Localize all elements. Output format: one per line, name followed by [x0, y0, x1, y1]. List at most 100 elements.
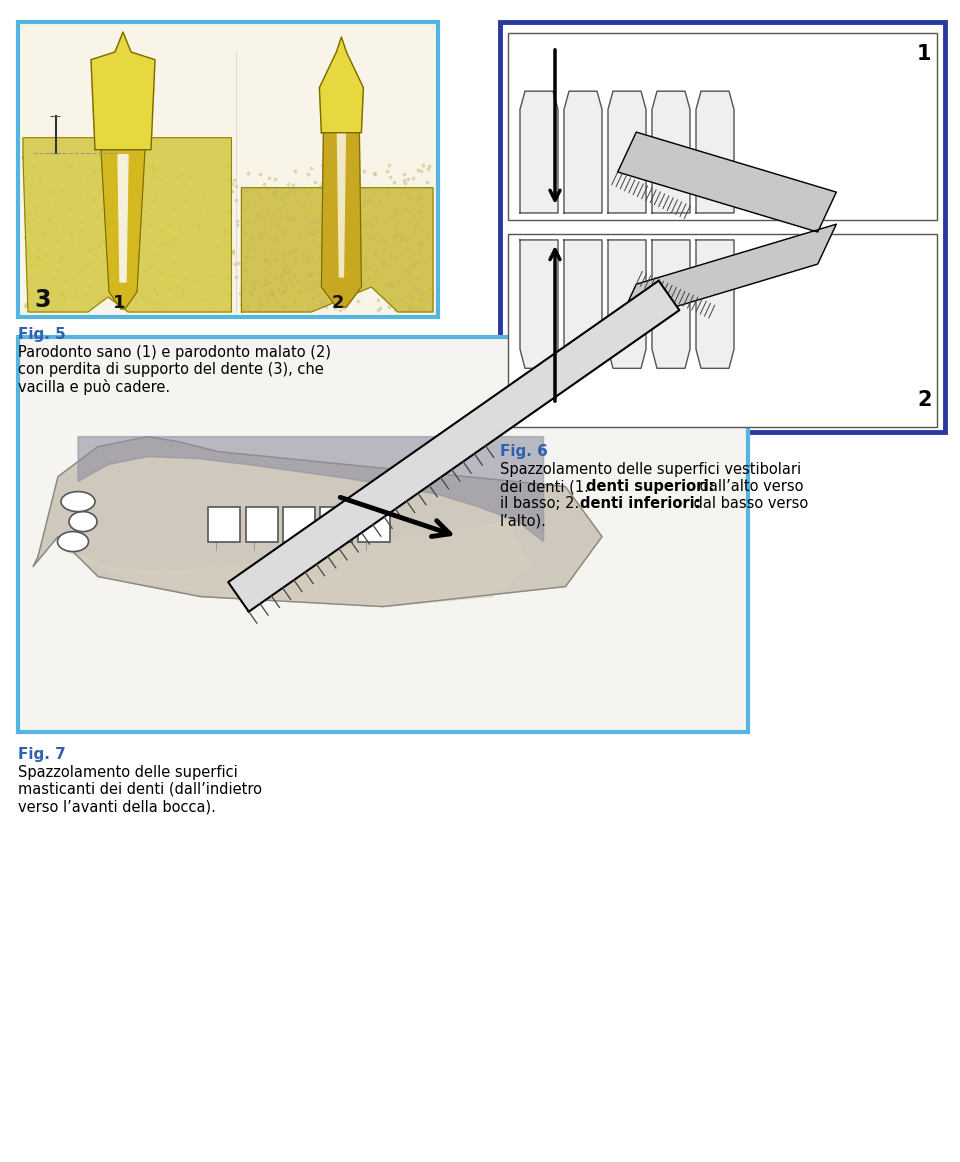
Point — [225, 174, 240, 193]
Point — [227, 254, 242, 273]
Point — [312, 249, 327, 267]
Point — [161, 279, 177, 297]
Point — [388, 225, 403, 244]
Polygon shape — [617, 224, 836, 324]
Point — [26, 158, 41, 177]
Point — [348, 245, 363, 264]
Point — [140, 259, 156, 278]
Text: Spazzolamento delle superfici vestibolari: Spazzolamento delle superfici vestibolar… — [500, 462, 802, 476]
Point — [274, 273, 289, 292]
Polygon shape — [228, 281, 680, 611]
Polygon shape — [241, 188, 433, 313]
Point — [186, 182, 202, 201]
Point — [411, 186, 426, 205]
Point — [224, 182, 239, 201]
Point — [151, 235, 166, 253]
Point — [41, 209, 57, 228]
Point — [424, 285, 440, 303]
Point — [73, 186, 88, 205]
Point — [361, 213, 376, 231]
Text: Fig. 6: Fig. 6 — [500, 444, 548, 459]
Polygon shape — [68, 522, 529, 607]
Point — [113, 177, 129, 195]
Point — [315, 249, 330, 267]
Point — [46, 221, 61, 239]
Point — [63, 225, 79, 244]
Point — [366, 244, 381, 263]
Point — [131, 160, 146, 179]
Point — [263, 279, 278, 297]
Point — [228, 191, 244, 209]
Point — [412, 202, 427, 221]
Point — [372, 232, 388, 251]
Point — [345, 246, 360, 265]
Point — [222, 170, 237, 188]
Point — [344, 280, 359, 299]
Point — [237, 253, 252, 272]
Point — [260, 274, 276, 293]
Point — [136, 289, 152, 308]
Point — [17, 296, 33, 315]
Text: Spazzolamento delle superfici: Spazzolamento delle superfici — [18, 765, 238, 780]
Text: 2: 2 — [331, 294, 344, 313]
Point — [239, 192, 254, 210]
Point — [305, 289, 321, 308]
Point — [149, 294, 164, 313]
Point — [264, 281, 279, 300]
Point — [239, 180, 254, 199]
Point — [232, 284, 248, 302]
Point — [310, 211, 325, 230]
Point — [252, 165, 268, 184]
Point — [280, 261, 296, 280]
Point — [275, 271, 290, 289]
Point — [375, 254, 391, 273]
Point — [54, 203, 69, 222]
Point — [195, 189, 210, 208]
Point — [238, 248, 253, 266]
Point — [52, 301, 67, 320]
Point — [296, 198, 311, 216]
Point — [305, 224, 321, 243]
Point — [271, 280, 286, 299]
Text: 2: 2 — [917, 390, 931, 410]
Point — [252, 227, 267, 245]
Bar — [208, 507, 240, 541]
Point — [303, 159, 319, 178]
Point — [47, 195, 62, 214]
Point — [80, 285, 95, 303]
Point — [251, 300, 266, 318]
Point — [118, 194, 133, 213]
Point — [131, 223, 146, 242]
Polygon shape — [564, 91, 602, 213]
Point — [109, 162, 125, 180]
Point — [146, 280, 161, 299]
Point — [179, 268, 194, 287]
Point — [345, 174, 360, 193]
Point — [75, 221, 90, 239]
Point — [409, 189, 424, 208]
Point — [166, 199, 181, 217]
Point — [243, 284, 258, 302]
Point — [399, 230, 415, 249]
Point — [241, 164, 256, 182]
Point — [410, 252, 425, 271]
Point — [260, 266, 276, 285]
Point — [209, 171, 225, 189]
Point — [218, 250, 233, 268]
Point — [236, 200, 252, 218]
Point — [285, 253, 300, 272]
Point — [365, 229, 380, 248]
Point — [371, 301, 386, 320]
Point — [193, 228, 208, 246]
Point — [56, 246, 71, 265]
Point — [239, 261, 254, 280]
Point — [326, 181, 342, 200]
Point — [391, 271, 406, 289]
Point — [138, 203, 154, 222]
Point — [131, 216, 146, 235]
Polygon shape — [520, 239, 558, 368]
Point — [86, 162, 102, 180]
Point — [368, 164, 383, 182]
Point — [312, 177, 327, 195]
Point — [60, 178, 76, 196]
